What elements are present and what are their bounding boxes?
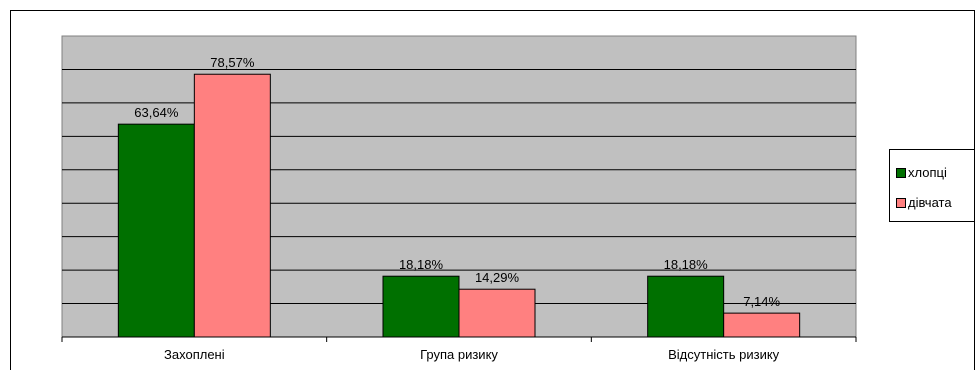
x-tick-label: Захоплені xyxy=(164,347,225,362)
data-labels: 63,64% 78,57% 18,18% 14,29% 18,18% 7,14% xyxy=(134,55,780,309)
legend-swatch-girls xyxy=(896,197,906,208)
bars xyxy=(117,73,801,338)
legend-item-girls: дівчата xyxy=(896,195,952,210)
x-ticks xyxy=(61,337,857,342)
x-tick-labels: Захоплені Група ризику Відсутність ризику xyxy=(164,347,780,362)
bar-girls xyxy=(193,73,271,338)
legend: хлопці дівчата xyxy=(889,149,975,222)
data-label: 18,18% xyxy=(399,257,444,272)
bar-boys xyxy=(117,123,195,338)
data-label: 18,18% xyxy=(664,257,709,272)
legend-label-boys: хлопці xyxy=(908,165,947,180)
x-tick-label: Відсутність ризику xyxy=(668,347,780,362)
data-label: 78,57% xyxy=(210,55,255,70)
data-label: 63,64% xyxy=(134,105,179,120)
bar-boys xyxy=(382,275,460,338)
bar-girls xyxy=(458,288,536,338)
legend-label-girls: дівчата xyxy=(908,195,952,210)
legend-item-boys: хлопці xyxy=(896,165,947,180)
bar-girls xyxy=(723,312,801,338)
data-label: 14,29% xyxy=(475,270,520,285)
x-tick-label: Група ризику xyxy=(420,347,498,362)
bar-boys xyxy=(647,275,725,338)
data-label: 7,14% xyxy=(743,294,780,309)
legend-swatch-boys xyxy=(896,167,906,178)
